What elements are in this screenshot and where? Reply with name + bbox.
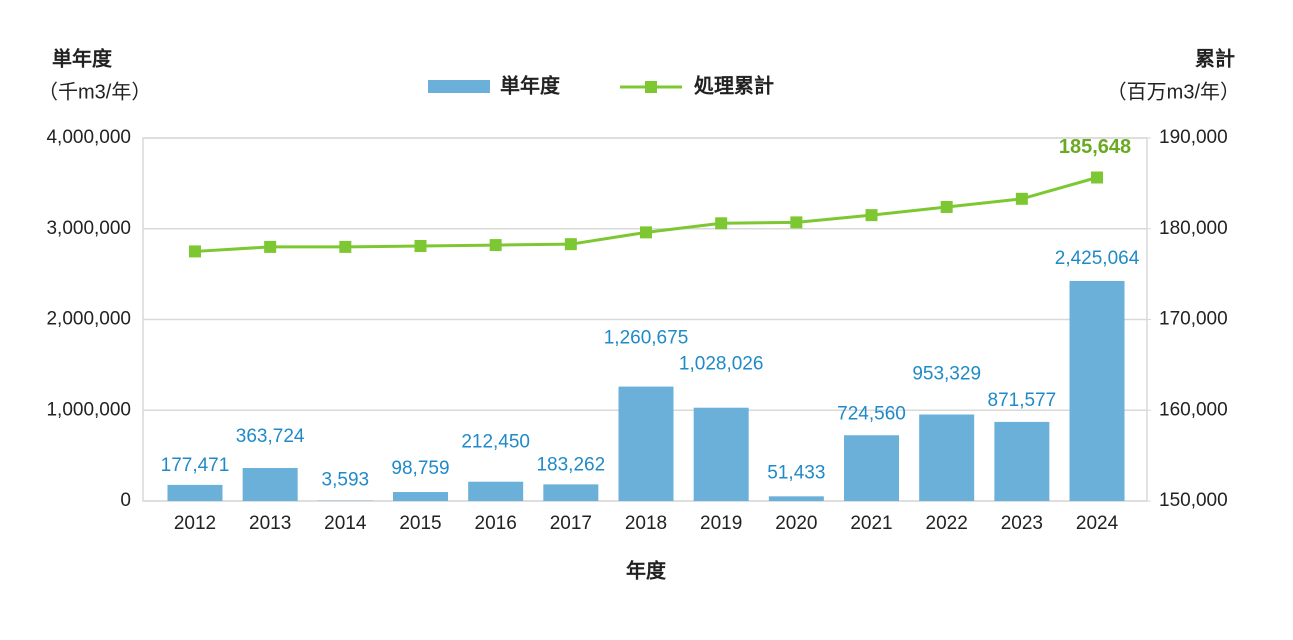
- line: [194, 176, 1098, 253]
- bar: [1069, 280, 1125, 501]
- y2-tick-label: 180,000: [1159, 218, 1228, 239]
- bar: [468, 481, 524, 501]
- bar: [768, 496, 824, 501]
- bar: [919, 414, 975, 501]
- value-label: 212,450: [461, 432, 530, 453]
- y-tick-label: 3,000,000: [46, 218, 131, 239]
- x-tick-label: 2024: [1076, 513, 1119, 534]
- value-label: 871,577: [988, 390, 1057, 411]
- x-tick-label: 2019: [700, 513, 742, 534]
- value-label: 2,425,064: [1055, 248, 1140, 269]
- line-marker: [489, 239, 502, 252]
- x-axis-title: 年度: [626, 558, 667, 582]
- legend-swatch-bar: [428, 80, 490, 93]
- line-marker: [1091, 171, 1104, 184]
- value-label: 1,028,026: [679, 354, 764, 375]
- y-tick-label: 1,000,000: [46, 399, 131, 420]
- x-tick-label: 2014: [324, 513, 367, 534]
- line-marker: [339, 240, 352, 253]
- x-tick-label: 2021: [850, 513, 892, 534]
- bar: [844, 435, 900, 501]
- bar: [543, 484, 599, 501]
- x-tick-label: 2018: [625, 513, 667, 534]
- line-marker: [1015, 192, 1028, 205]
- y2-tick-label: 170,000: [1159, 309, 1228, 330]
- line-marker: [264, 240, 277, 253]
- value-label: 183,262: [536, 454, 605, 475]
- x-tick-label: 2017: [550, 513, 592, 534]
- value-label: 1,260,675: [604, 328, 689, 349]
- y2-axis-title: 累計: [1195, 46, 1235, 70]
- legend-swatch-marker: [645, 81, 657, 93]
- bar: [167, 484, 223, 501]
- y-tick-label: 4,000,000: [46, 127, 131, 148]
- line-marker: [940, 200, 953, 213]
- x-tick-label: 2022: [926, 513, 968, 534]
- bar: [618, 386, 674, 501]
- value-label: 953,329: [912, 364, 981, 385]
- x-tick-label: 2015: [399, 513, 441, 534]
- value-label: 185,648: [1059, 136, 1131, 158]
- y2-tick-label: 190,000: [1159, 127, 1228, 148]
- y2-axis-unit: （百万m3/年）: [1107, 80, 1240, 103]
- x-tick-label: 2012: [174, 513, 216, 534]
- y2-tick-label: 150,000: [1159, 490, 1228, 511]
- legend-label: 処理累計: [694, 73, 774, 97]
- x-tick-label: 2020: [775, 513, 817, 534]
- bar: [392, 492, 448, 501]
- y-axis-title: 単年度: [52, 46, 113, 70]
- y2-tick-label: 160,000: [1159, 399, 1228, 420]
- value-label: 98,759: [391, 458, 449, 479]
- y-tick-label: 0: [120, 490, 131, 511]
- line-marker: [790, 216, 803, 229]
- x-tick-label: 2023: [1001, 513, 1043, 534]
- x-tick-label: 2013: [249, 513, 291, 534]
- line-marker: [640, 226, 653, 239]
- value-label: 3,593: [322, 470, 370, 491]
- line-marker: [564, 238, 577, 251]
- x-tick-label: 2016: [475, 513, 517, 534]
- bar: [994, 421, 1050, 501]
- value-label: 724,560: [837, 403, 906, 424]
- legend-label: 単年度: [500, 73, 561, 97]
- y-axis-unit: （千m3/年）: [38, 80, 151, 103]
- line-marker: [715, 217, 728, 230]
- value-label: 177,471: [161, 455, 230, 476]
- y-tick-label: 2,000,000: [46, 309, 131, 330]
- bar: [242, 467, 298, 501]
- line-marker: [414, 239, 427, 252]
- value-label: 51,433: [767, 462, 825, 483]
- line-marker: [865, 209, 878, 222]
- line-marker: [188, 245, 201, 258]
- value-label: 363,724: [236, 426, 305, 447]
- bar: [693, 407, 749, 501]
